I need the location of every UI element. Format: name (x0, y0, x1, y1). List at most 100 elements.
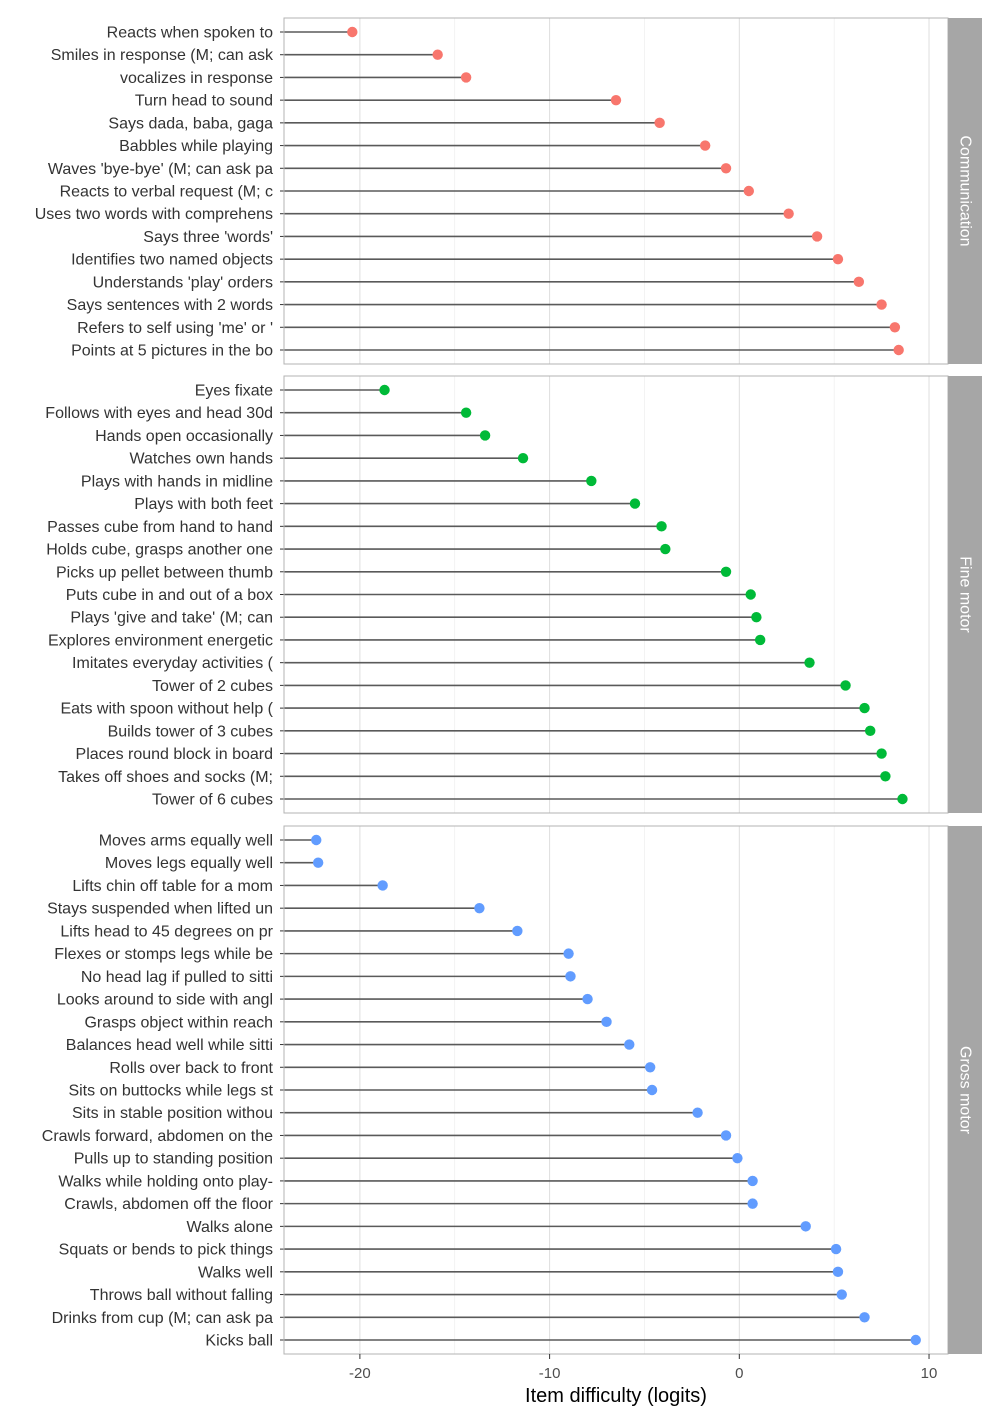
item-label: No head lag if pulled to sitti (81, 969, 273, 986)
lollipop-point (743, 185, 754, 197)
lollipop-point (517, 452, 529, 464)
x-axis-title: Item difficulty (logits) (525, 1385, 707, 1407)
lollipop-point (876, 748, 887, 759)
item-label: Eats with spoon without help ( (60, 701, 273, 718)
item-label: Babbles while playing (119, 138, 273, 155)
item-label: Lifts head to 45 degrees on pr (60, 923, 273, 940)
x-tick-label: 0 (735, 1365, 743, 1382)
facet-strip-label: Communication (957, 135, 974, 246)
item-label: Reacts to verbal request (M; c (60, 184, 273, 201)
item-label: Sits on buttocks while legs st (68, 1083, 273, 1100)
lollipop-point (656, 521, 667, 532)
item-label: Tower of 6 cubes (152, 792, 273, 809)
x-tick-label: 10 (921, 1365, 938, 1382)
panel-gross-motor: Moves arms equally well Moves legs equall… (42, 825, 982, 1355)
item-label: Sits in stable position withou (72, 1105, 273, 1122)
item-label: Puts cube in and out of a box (66, 587, 273, 604)
lollipop-point (840, 680, 851, 691)
lollipop-point (610, 94, 622, 106)
lollipop-point (865, 725, 876, 737)
lollipop-point (479, 430, 491, 441)
item-label: Drinks from cup (M; can ask pa (52, 1310, 274, 1327)
lollipop-point (347, 26, 358, 38)
item-label: Watches own hands (130, 451, 273, 468)
lollipop-point (474, 902, 485, 914)
x-tick-label: -20 (349, 1365, 371, 1382)
item-label: Builds tower of 3 cubes (108, 723, 273, 740)
item-label: Stays suspended when lifted un (47, 901, 273, 918)
lollipop-point (836, 1289, 847, 1300)
facet-strip-label: Gross motor (957, 1046, 974, 1135)
item-label: Understands 'play' orders (93, 274, 273, 291)
lollipop-point (312, 857, 324, 868)
lollipop-point (660, 543, 671, 555)
lollipop-point (897, 793, 908, 805)
item-label: Says dada, baba, gaga (108, 115, 273, 132)
lollipop-point (910, 1334, 921, 1346)
item-label: Holds cube, grasps another one (46, 542, 273, 559)
item-label: Smiles in response (M; can ask (51, 47, 274, 64)
lollipop-point (644, 1062, 656, 1073)
item-label: Kicks ball (205, 1333, 273, 1350)
item-label: Walks while holding onto play- (58, 1173, 273, 1190)
lollipop-point (460, 72, 472, 83)
lollipop-point (582, 993, 593, 1005)
item-label: Tower of 2 cubes (152, 678, 273, 695)
lollipop-point (859, 702, 870, 714)
lollipop-point (654, 117, 665, 129)
item-label: Crawls, abdomen off the floor (64, 1196, 273, 1213)
lollipop-point (783, 208, 794, 219)
lollipop-point (876, 299, 887, 310)
lollipop-point (747, 1198, 758, 1209)
item-label: Plays with both feet (134, 496, 273, 513)
lollipop-point (646, 1084, 658, 1096)
item-label: Eyes fixate (195, 383, 273, 400)
lollipop-point (853, 276, 865, 288)
item-label: Throws ball without falling (90, 1287, 273, 1304)
item-label: Follows with eyes and head 30d (45, 405, 273, 422)
item-label: Crawls forward, abdomen on the (42, 1128, 273, 1145)
lollipop-point (377, 880, 388, 891)
lollipop-point (800, 1221, 811, 1232)
lollipop-point (311, 834, 322, 846)
lollipop-point (624, 1039, 635, 1050)
facet-strip (948, 826, 982, 1354)
item-label: Moves arms equally well (99, 833, 273, 850)
lollipop-point (732, 1152, 743, 1164)
lollipop-point (699, 140, 711, 151)
item-label: vocalizes in response (120, 70, 273, 87)
item-label: Takes off shoes and socks (M; (58, 769, 273, 786)
item-label: Imitates everyday activities ( (72, 655, 274, 672)
lollipop-point (460, 407, 472, 418)
item-label: Moves legs equally well (105, 855, 273, 872)
item-label: Places round block in board (76, 746, 273, 763)
item-label: Passes cube from hand to hand (47, 519, 273, 536)
lollipop-point (601, 1016, 612, 1028)
panel-communication: Reacts when spoken to Smiles in response … (35, 17, 982, 365)
lollipop-point (811, 231, 823, 242)
lollipop-point (629, 498, 641, 509)
x-tick-label: -10 (539, 1365, 561, 1382)
lollipop-point (379, 384, 390, 396)
item-label: Plays 'give and take' (M; can (70, 610, 273, 627)
lollipop-point (720, 566, 732, 577)
lollipop-point (804, 657, 815, 668)
item-label: Turn head to sound (135, 93, 273, 110)
facet-strip (948, 376, 982, 813)
item-label: Balances head well while sitti (66, 1037, 273, 1054)
item-label: Looks around to side with angl (57, 992, 273, 1009)
item-label: Refers to self using 'me' or ' (77, 320, 273, 337)
item-label: Waves 'bye-bye' (M; can ask pa (48, 161, 273, 178)
panel-fine-motor: Eyes fixate Follows with eyes and head 30… (45, 375, 982, 814)
facet-strip-label: Fine motor (957, 556, 974, 633)
lollipop-point (830, 1243, 842, 1255)
lollipop-point (751, 612, 762, 623)
lollipop-point (747, 1175, 758, 1187)
lollipop-point (563, 948, 574, 959)
lollipop-point (745, 589, 756, 600)
x-axis: -20 -10 0 10 (349, 1354, 937, 1382)
item-label: Says three 'words' (143, 229, 273, 246)
item-label: Lifts chin off table for a mom (72, 878, 273, 895)
lollipop-point (754, 634, 766, 646)
